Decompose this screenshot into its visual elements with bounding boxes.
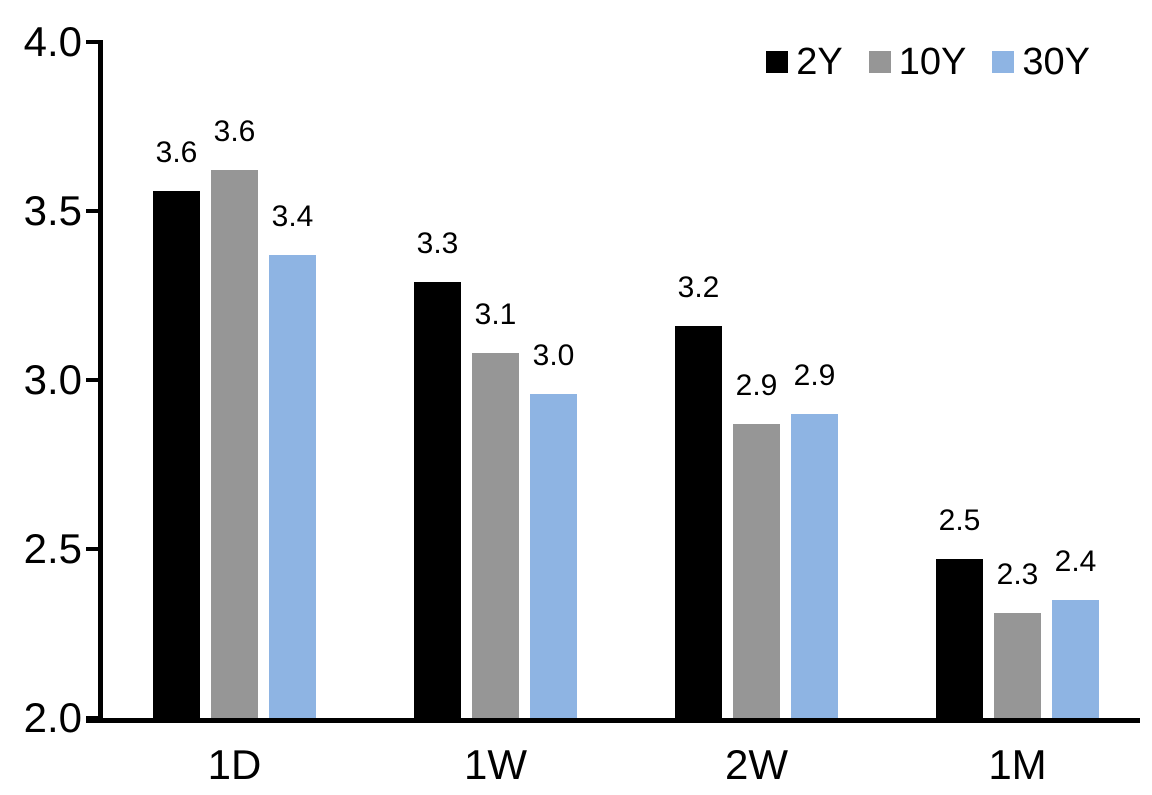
legend-marker-2Y <box>766 51 789 73</box>
bar-label-30Y-1M: 2.4 <box>1054 544 1097 578</box>
bar-30Y-1D <box>269 254 316 718</box>
legend-item-2Y: 2Y <box>766 40 843 84</box>
bar-label-10Y-2W: 2.9 <box>735 368 778 402</box>
bar-10Y-1W <box>472 352 519 718</box>
category-label-1M: 1M <box>988 741 1047 788</box>
legend-marker-10Y <box>868 51 891 73</box>
y-axis-tick <box>86 716 98 720</box>
y-axis-tick-label: 3.5 <box>23 187 82 234</box>
legend-label: 30Y <box>1022 41 1090 83</box>
bar-label-30Y-1W: 3.0 <box>532 338 575 372</box>
legend-item-10Y: 10Y <box>868 40 967 84</box>
category-label-2W: 2W <box>725 741 788 788</box>
bar-30Y-2W <box>791 413 838 718</box>
x-axis-line <box>86 718 1140 723</box>
bar-10Y-2W <box>733 423 780 718</box>
bar-30Y-1W <box>530 393 577 718</box>
bar-label-2Y-1W: 3.3 <box>416 226 459 260</box>
bar-label-30Y-2W: 2.9 <box>793 358 836 392</box>
y-axis-tick <box>86 378 98 382</box>
bar-label-30Y-1D: 3.4 <box>271 199 314 233</box>
bar-2Y-2W <box>675 325 722 718</box>
bar-10Y-1M <box>994 613 1041 718</box>
legend-item-30Y: 30Y <box>992 40 1090 84</box>
y-axis-tick-label: 3.0 <box>23 356 82 403</box>
legend-marker-30Y <box>992 51 1015 73</box>
legend-label: 2Y <box>796 41 843 83</box>
bar-10Y-1D <box>211 170 258 718</box>
bar-2Y-1D <box>153 190 200 718</box>
bar-label-2Y-1D: 3.6 <box>155 135 198 169</box>
bar-2Y-1M <box>936 559 983 718</box>
bar-2Y-1W <box>414 281 461 718</box>
y-axis-tick <box>86 40 98 44</box>
y-axis-tick <box>86 209 98 213</box>
y-axis-tick-label: 2.0 <box>23 694 82 741</box>
y-axis-tick <box>86 547 98 551</box>
bar-label-2Y-2W: 3.2 <box>677 270 720 304</box>
chart-legend: 2Y 10Y 30Y <box>766 40 1090 84</box>
bar-label-10Y-1W: 3.1 <box>474 297 517 331</box>
category-label-1D: 1D <box>207 741 262 788</box>
bar-label-2Y-1M: 2.5 <box>938 504 981 538</box>
bar-label-10Y-1D: 3.6 <box>213 115 256 149</box>
bar-30Y-1M <box>1052 599 1099 718</box>
y-axis-tick-label: 2.5 <box>23 525 82 572</box>
bar-label-10Y-1M: 2.3 <box>996 558 1039 592</box>
category-label-1W: 1W <box>464 741 527 788</box>
legend-label: 10Y <box>898 41 967 83</box>
y-axis-line <box>98 40 103 723</box>
y-axis-tick-label: 4.0 <box>23 18 82 65</box>
